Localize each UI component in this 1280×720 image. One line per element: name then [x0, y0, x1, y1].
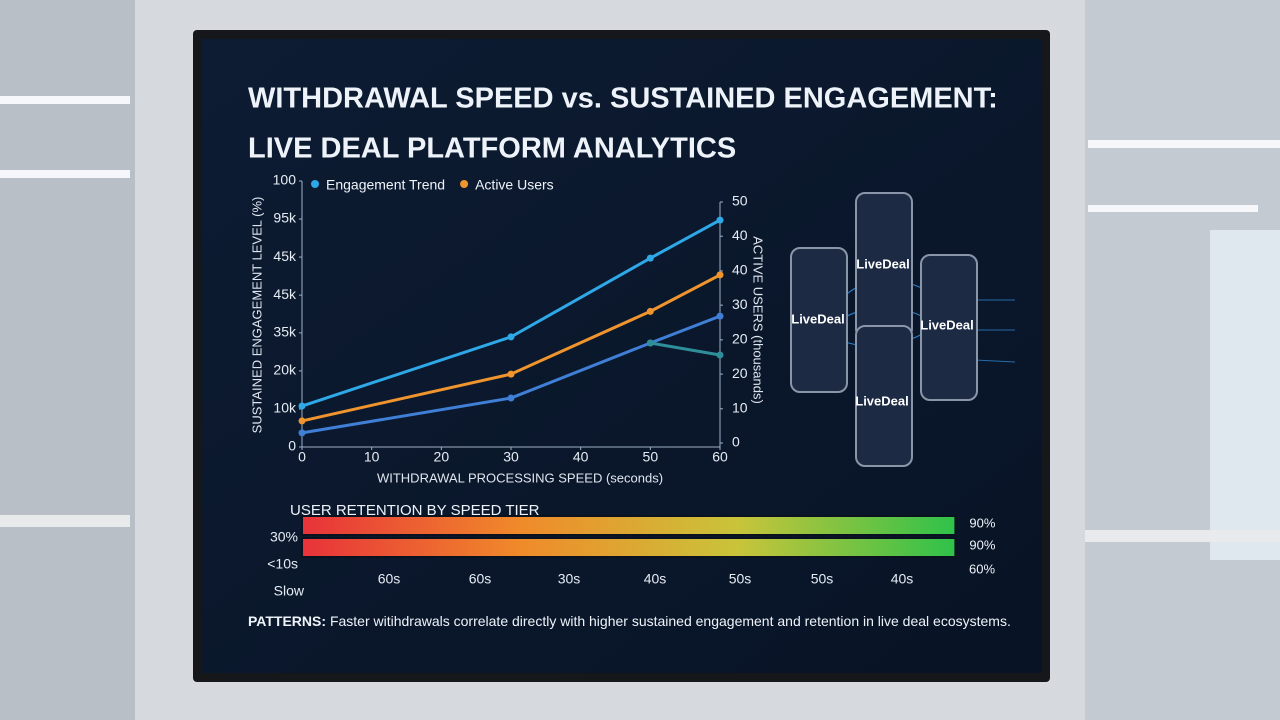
- tier-label: 60s: [469, 571, 492, 587]
- value-label: 90%: [969, 537, 995, 552]
- ceiling-light: [0, 96, 130, 104]
- y-tick-label: 100: [273, 172, 297, 188]
- y2-tick-label: 20: [732, 365, 748, 381]
- y-tick-label: 95k: [273, 210, 297, 226]
- legend-marker: [311, 180, 319, 188]
- desk: [0, 515, 130, 527]
- ceiling-light: [0, 170, 130, 178]
- y-tick-label: 0: [288, 438, 296, 454]
- bar: [301, 515, 957, 536]
- x-tick-label: 50: [643, 449, 659, 465]
- annotation: Slow: [274, 583, 305, 599]
- data-point: [507, 394, 515, 402]
- data-point: [298, 402, 306, 410]
- y2-tick-label: 40: [732, 227, 748, 243]
- tier-label: 60s: [378, 571, 401, 587]
- data-point: [298, 417, 306, 425]
- footer: PATTERNS: Faster witihdrawals correlate …: [248, 613, 1011, 629]
- value-label: 90%: [969, 515, 995, 530]
- data-point: [716, 216, 724, 224]
- phone-label: LiveDeal: [791, 311, 844, 326]
- y2-tick-label: 40: [732, 262, 748, 278]
- window: [1210, 230, 1280, 560]
- tier-label: 30s: [558, 571, 581, 587]
- y2-tick-label: 0: [732, 434, 740, 450]
- phone-illustration: LiveDeal LiveDeal LiveDeal LiveDeal: [790, 192, 1016, 467]
- y2-axis-title: ACTIVE USERS (thousands): [751, 236, 766, 404]
- data-point: [298, 429, 306, 437]
- category-label: <10s: [267, 556, 298, 572]
- y-axis-title: SUSTAINED ENGAGEMENT LEVEL (%): [249, 197, 264, 434]
- retention-title: USER RETENTION BY SPEED TIER: [290, 502, 540, 519]
- y2-tick-label: 50: [732, 193, 748, 209]
- y2-tick-label: 20: [732, 331, 748, 347]
- legend-label: Active Users: [475, 177, 554, 193]
- desk: [1085, 530, 1280, 542]
- ceiling-light: [1088, 205, 1258, 212]
- series-line: [650, 341, 721, 357]
- x-axis-title: WITHDRAWAL PROCESSING SPEED (seconds): [377, 470, 663, 485]
- footer-label: PATTERNS:: [248, 613, 326, 629]
- series-line: [301, 273, 721, 423]
- phone-label: LiveDeal: [920, 317, 973, 332]
- x-tick-label: 10: [364, 449, 380, 465]
- data-point: [507, 370, 515, 378]
- data-point: [646, 307, 654, 315]
- series-line: [301, 218, 721, 408]
- y-tick-label: 45k: [273, 286, 297, 302]
- bar: [301, 537, 957, 558]
- category-label: 30%: [270, 529, 298, 545]
- chart-subtitle: LIVE DEAL PLATFORM ANALYTICS: [248, 133, 736, 165]
- phone-label: LiveDeal: [855, 393, 908, 408]
- y-tick-label: 20k: [273, 362, 297, 378]
- tier-label: 50s: [811, 571, 834, 587]
- phone-label: LiveDeal: [856, 256, 909, 271]
- data-point: [646, 254, 654, 262]
- data-point: [507, 333, 515, 341]
- y-tick-label: 10k: [273, 400, 297, 416]
- tier-label: 50s: [729, 571, 752, 587]
- ceiling-light: [1088, 140, 1280, 148]
- y2-tick-label: 10: [732, 399, 748, 415]
- legend-label: Engagement Trend: [326, 177, 445, 193]
- data-point: [716, 271, 724, 279]
- legend-marker: [460, 180, 469, 188]
- chart-title: WITHDRAWAL SPEED vs. SUSTAINED ENGAGEMEN…: [248, 83, 998, 115]
- left-room: [0, 0, 135, 720]
- y-tick-label: 45k: [273, 248, 297, 264]
- x-tick-label: 40: [573, 449, 589, 465]
- tier-label: 40s: [891, 571, 914, 587]
- series-line: [301, 314, 721, 435]
- data-point: [716, 351, 724, 359]
- data-point: [646, 339, 654, 347]
- x-tick-label: 30: [503, 449, 519, 465]
- annotation: 60%: [969, 561, 995, 576]
- y2-tick-label: 30: [732, 296, 748, 312]
- x-tick-label: 0: [298, 449, 306, 465]
- footer-text: Faster witihdrawals correlate directly w…: [330, 613, 1011, 629]
- x-tick-label: 20: [434, 449, 450, 465]
- tier-label: 40s: [644, 571, 667, 587]
- data-point: [716, 312, 724, 320]
- x-tick-label: 60: [712, 449, 728, 465]
- y-tick-label: 35k: [273, 324, 297, 340]
